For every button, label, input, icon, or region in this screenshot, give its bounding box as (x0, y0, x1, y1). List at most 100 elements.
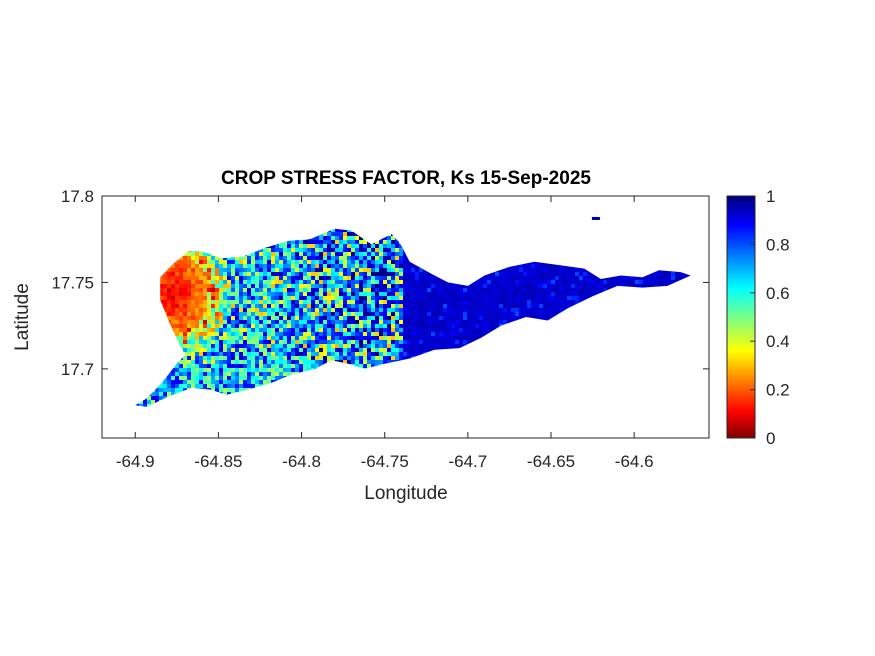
ks-cell (399, 268, 403, 272)
ks-cell (415, 264, 419, 268)
ks-cell (263, 316, 267, 320)
ks-cell (675, 280, 679, 284)
ks-cell (467, 244, 471, 248)
ks-cell (175, 232, 179, 236)
ks-cell (227, 304, 231, 308)
ks-cell (423, 268, 427, 272)
ks-cell (407, 256, 411, 260)
ks-cell (403, 368, 407, 372)
ks-cell (607, 248, 611, 252)
ks-cell (295, 360, 299, 364)
ks-cell (671, 348, 675, 352)
ks-cell (187, 336, 191, 340)
ks-cell (403, 344, 407, 348)
ks-cell (671, 240, 675, 244)
ks-cell (567, 244, 571, 248)
ks-cell (419, 236, 423, 240)
ks-cell (275, 348, 279, 352)
ks-cell (371, 352, 375, 356)
ks-cell (143, 284, 147, 288)
ks-cell (679, 316, 683, 320)
ks-cell (547, 320, 551, 324)
ks-cell (671, 256, 675, 260)
ks-cell (275, 296, 279, 300)
ks-cell (619, 300, 623, 304)
ks-cell (407, 264, 411, 268)
ks-cell (395, 284, 399, 288)
ks-cell (311, 312, 315, 316)
ks-cell (247, 240, 251, 244)
ks-cell (579, 292, 583, 296)
ks-cell (171, 340, 175, 344)
ks-cell (655, 244, 659, 248)
ks-cell (663, 308, 667, 312)
ks-cell (475, 236, 479, 240)
ks-cell (639, 252, 643, 256)
ks-cell (147, 328, 151, 332)
ks-cell (451, 244, 455, 248)
ks-cell (663, 364, 667, 368)
ks-cell (247, 300, 251, 304)
ks-cell (367, 292, 371, 296)
ks-cell (279, 244, 283, 248)
ks-cell (615, 320, 619, 324)
ks-cell (615, 292, 619, 296)
ks-cell (215, 336, 219, 340)
ks-cell (323, 356, 327, 360)
ks-cell (315, 276, 319, 280)
ks-cell (583, 260, 587, 264)
ks-cell (591, 356, 595, 360)
ks-cell (315, 296, 319, 300)
ks-cell (559, 300, 563, 304)
ks-cell (475, 356, 479, 360)
ks-cell (631, 284, 635, 288)
ks-cell (187, 316, 191, 320)
ks-cell (519, 240, 523, 244)
ks-cell (639, 288, 643, 292)
ks-cell (463, 236, 467, 240)
ks-cell (303, 356, 307, 360)
ks-cell (523, 356, 527, 360)
ks-cell (407, 260, 411, 264)
ks-cell (283, 308, 287, 312)
ks-cell (315, 252, 319, 256)
ks-cell (199, 360, 203, 364)
ks-cell (611, 292, 615, 296)
ks-cell (391, 232, 395, 236)
ks-cell (647, 240, 651, 244)
ks-cell (283, 276, 287, 280)
ks-cell (243, 268, 247, 272)
ks-cell (443, 264, 447, 268)
ks-cell (159, 228, 163, 232)
ks-cell (343, 336, 347, 340)
ks-cell (351, 360, 355, 364)
ks-cell (207, 280, 211, 284)
ks-cell (615, 228, 619, 232)
ks-cell (591, 344, 595, 348)
ks-cell (563, 240, 567, 244)
ks-cell (427, 252, 431, 256)
ks-cell (447, 232, 451, 236)
ks-cell (675, 316, 679, 320)
ks-cell (391, 284, 395, 288)
ks-cell (327, 312, 331, 316)
ks-cell (435, 260, 439, 264)
ks-cell (655, 336, 659, 340)
ks-cell (203, 332, 207, 336)
ks-cell (215, 256, 219, 260)
ks-cell (283, 256, 287, 260)
ks-cell (219, 332, 223, 336)
ks-cell (679, 352, 683, 356)
ks-cell (407, 244, 411, 248)
ks-cell (447, 288, 451, 292)
ks-cell (503, 236, 507, 240)
ks-cell (139, 352, 143, 356)
ks-cell (455, 292, 459, 296)
ks-cell (335, 252, 339, 256)
ks-cell (363, 260, 367, 264)
ks-cell (203, 284, 207, 288)
ks-cell (451, 232, 455, 236)
ks-cell (447, 304, 451, 308)
ks-cell (463, 248, 467, 252)
ks-cell (567, 268, 571, 272)
